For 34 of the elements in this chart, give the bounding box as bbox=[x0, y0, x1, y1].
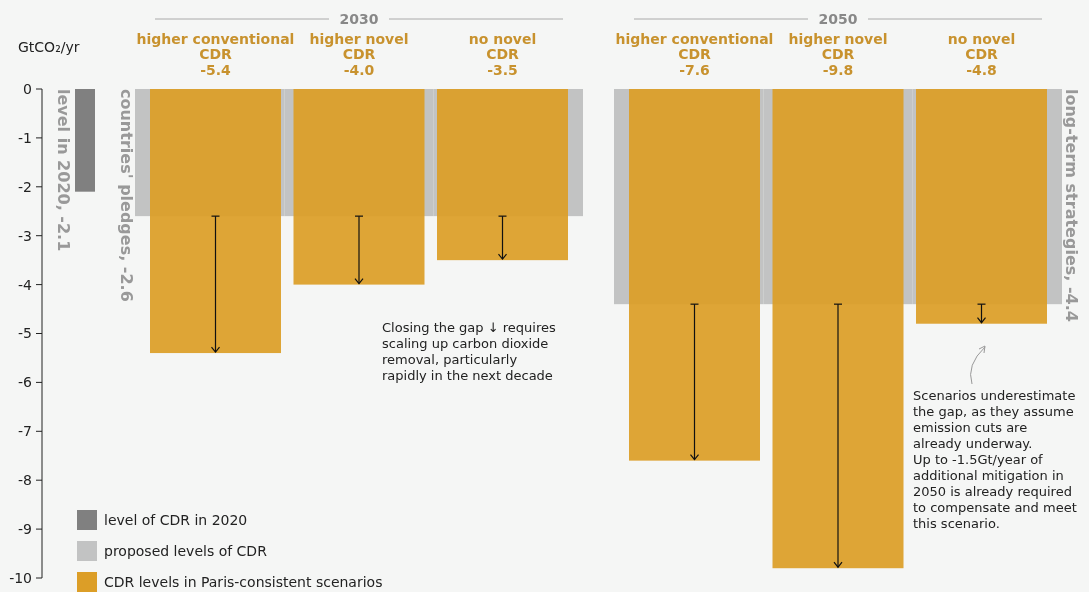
data-label: -3.5 bbox=[487, 62, 518, 78]
data-label: -7.6 bbox=[679, 62, 710, 78]
x-tick-label: higher novel CDR bbox=[788, 31, 888, 62]
x-tick-label: no novel CDR bbox=[468, 31, 537, 62]
annotation: Closing the gap ↓ requires scaling up carbon dioxide removal, particularly rapidly in the next decade bbox=[382, 320, 556, 383]
x-tick-label: higher conventional CDR bbox=[615, 31, 774, 62]
data-label: -5.4 bbox=[200, 62, 232, 78]
data-label: -4.0 bbox=[343, 62, 375, 78]
x-tick-label: higher conventional CDR bbox=[136, 31, 295, 62]
y-tick-label: -5 bbox=[18, 325, 32, 342]
data-label: countries' pledges, -2.6 bbox=[117, 89, 136, 302]
y-tick-label: -9 bbox=[18, 521, 32, 537]
y-tick-label: -1 bbox=[18, 129, 32, 146]
y-tick-label: -10 bbox=[9, 569, 32, 586]
data-label: -4.8 bbox=[966, 62, 997, 78]
y-tick-label: 0 bbox=[23, 80, 32, 97]
x-tick-label: no novel CDR bbox=[947, 31, 1016, 62]
text: 2050 bbox=[818, 10, 858, 27]
y-tick-label: -7 bbox=[18, 423, 32, 440]
data-label: level in 2020, -2.1 bbox=[54, 89, 73, 252]
legend-label: proposed levels of CDR bbox=[104, 542, 268, 559]
y-axis-title: GtCO₂/yr bbox=[18, 39, 80, 55]
y-tick-label: -8 bbox=[18, 472, 32, 489]
text: 2030 bbox=[339, 10, 379, 27]
data-label: long-term strategies, -4.4 bbox=[1062, 89, 1081, 322]
y-tick-label: -4 bbox=[18, 276, 33, 293]
y-tick-label: -2 bbox=[18, 178, 32, 195]
y-tick-label: -3 bbox=[18, 227, 32, 244]
text: Scenarios underestimate the gap, as they assume emission cuts are already underway. Up to -1.5Gt/year of additional mitigation in 2050 is already required to compensate and meet this scenario. bbox=[913, 388, 1077, 531]
data-label: -9.8 bbox=[822, 62, 854, 78]
x-tick-label: higher novel CDR bbox=[309, 31, 409, 62]
y-tick-label: -6 bbox=[18, 374, 33, 391]
legend-label: level of CDR in 2020 bbox=[104, 511, 248, 528]
legend-label: CDR levels in Paris-consistent scenarios bbox=[104, 573, 383, 590]
